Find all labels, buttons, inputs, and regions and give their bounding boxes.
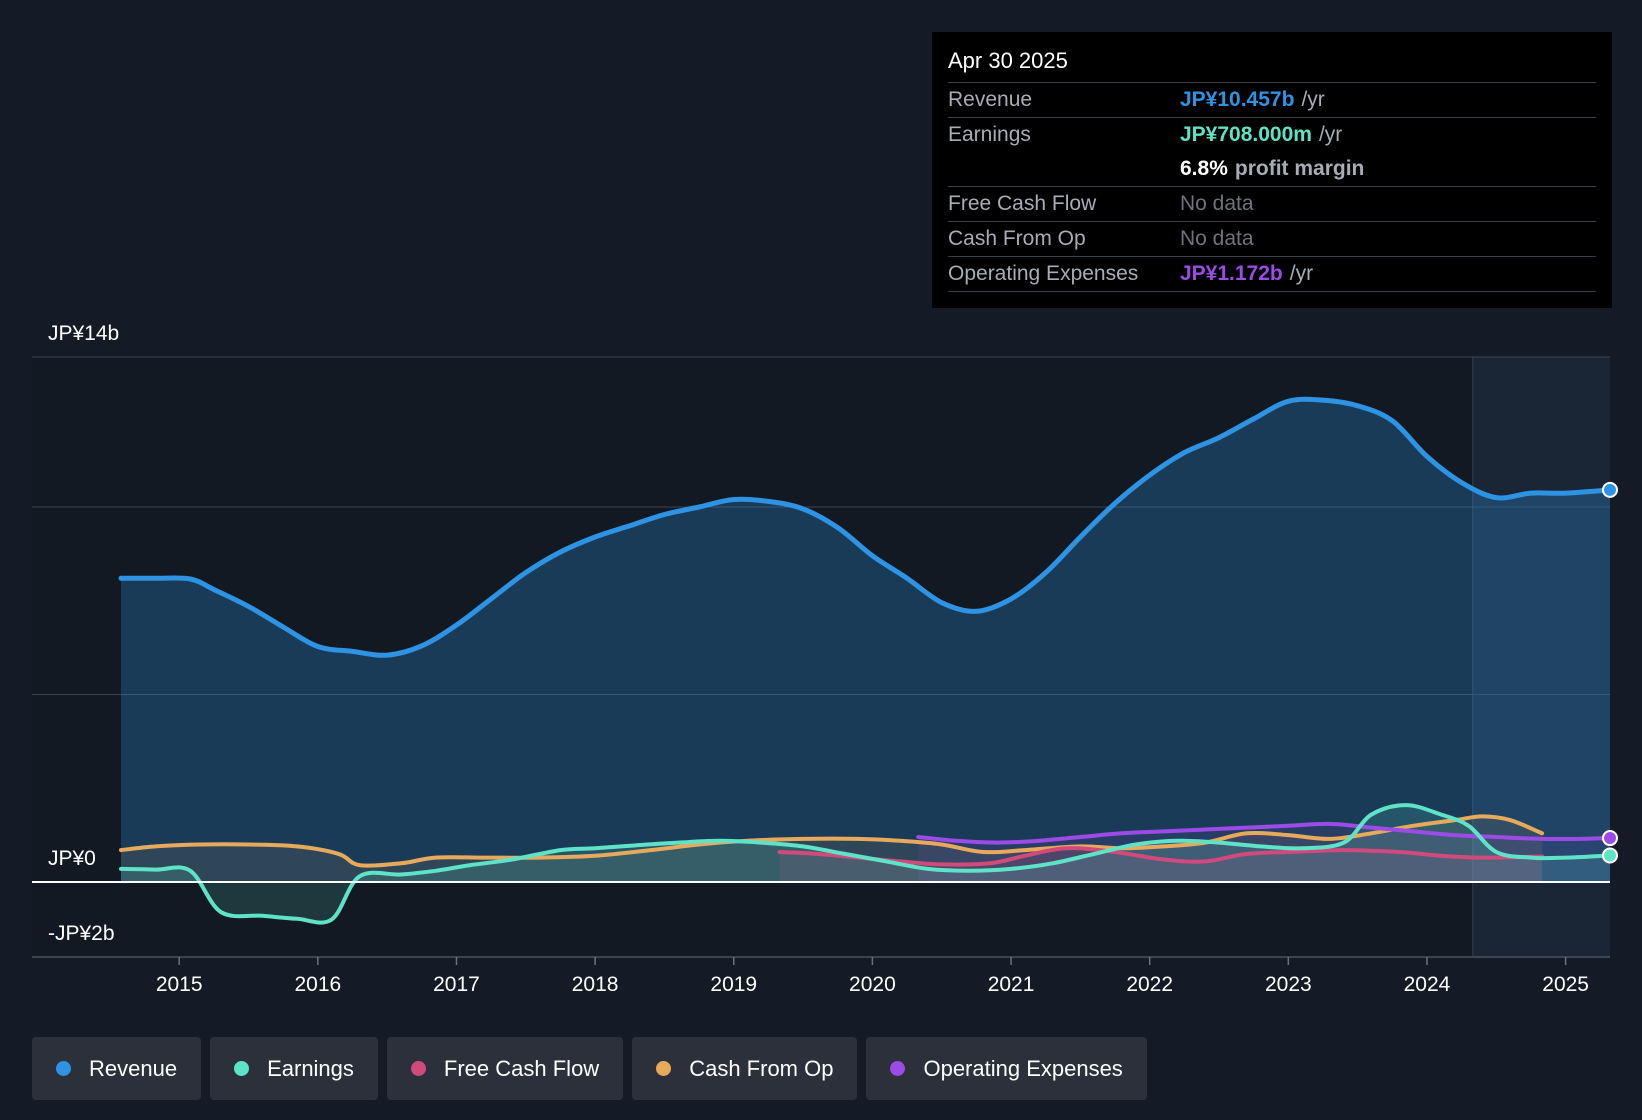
- x-tick-label: 2015: [156, 973, 203, 996]
- x-tick-label: 2020: [849, 973, 896, 996]
- tooltip-label-fcf: Free Cash Flow: [948, 192, 1097, 215]
- revenue-dot-icon: [56, 1061, 71, 1076]
- x-tick-label: 2019: [710, 973, 757, 996]
- series-lines: [118, 396, 1613, 925]
- x-tick-label: 2021: [988, 973, 1035, 996]
- opex-dot-icon: [890, 1061, 906, 1076]
- legend-label-opex: Operating Expenses: [923, 1055, 1123, 1081]
- y-tick-label-zero: JP¥0: [48, 847, 96, 870]
- chart-background: [32, 357, 1610, 957]
- tooltip-value-margin: 6.8%: [1180, 157, 1228, 180]
- tooltip-unit-opex: /yr: [1289, 262, 1314, 285]
- tooltip-panel: Apr 30 2025 Revenue JP¥10.457b /yr Earni…: [932, 32, 1612, 308]
- x-tick-label: 2025: [1542, 973, 1589, 996]
- plot-area: [32, 357, 1610, 957]
- earnings-end-point: [1602, 847, 1618, 864]
- tooltip-row-cfo: Cash From Op No data: [948, 221, 1596, 256]
- tooltip-row-opex: Operating Expenses JP¥1.172b /yr: [948, 256, 1596, 292]
- y-tick-label-top: JP¥14b: [48, 322, 119, 345]
- legend-item-opex[interactable]: Operating Expenses: [866, 1037, 1147, 1100]
- y-tick-label-bottom: -JP¥2b: [48, 922, 115, 945]
- legend-item-earnings[interactable]: Earnings: [210, 1037, 378, 1100]
- tooltip-row-margin: 6.8% profit margin: [948, 152, 1596, 186]
- opex-line: [916, 821, 1612, 845]
- earnings-area: [121, 805, 1610, 923]
- tooltip-label-revenue: Revenue: [948, 88, 1033, 111]
- x-tick-label: 2016: [294, 973, 341, 996]
- tooltip-margin-text: profit margin: [1234, 157, 1365, 180]
- x-tick-label: 2022: [1126, 973, 1173, 996]
- x-tick-label: 2017: [433, 973, 480, 996]
- legend-item-fcf[interactable]: Free Cash Flow: [386, 1037, 624, 1100]
- fcf-area: [779, 848, 1543, 882]
- tooltip-label-earnings: Earnings: [948, 123, 1031, 146]
- tooltip-value-cfo: No data: [1180, 227, 1254, 250]
- legend-label-revenue: Revenue: [89, 1055, 178, 1081]
- earnings-dot-icon: [234, 1061, 250, 1076]
- tooltip-row-revenue: Revenue JP¥10.457b /yr: [948, 82, 1596, 117]
- revenue-area: [121, 399, 1610, 882]
- tooltip-row-fcf: Free Cash Flow No data: [948, 186, 1596, 221]
- tooltip-label-cfo: Cash From Op: [948, 227, 1086, 250]
- tooltip-unit-earnings: /yr: [1318, 123, 1343, 146]
- y-axis-labels: JP¥14b JP¥0 -JP¥2b: [48, 322, 119, 945]
- tooltip-label-opex: Operating Expenses: [948, 262, 1139, 285]
- tooltip-value-opex: JP¥1.172b: [1180, 262, 1283, 285]
- gridlines: [32, 356, 1610, 695]
- revenue-end-point: [1602, 481, 1618, 498]
- fcf-line: [777, 846, 1545, 867]
- tooltip-value-fcf: No data: [1180, 192, 1254, 215]
- end-markers: [1602, 481, 1618, 864]
- cfo-dot-icon: [656, 1061, 672, 1076]
- earnings-line: [119, 803, 1612, 925]
- legend-item-cfo[interactable]: Cash From Op: [632, 1037, 858, 1100]
- legend-item-revenue[interactable]: Revenue: [32, 1037, 202, 1100]
- tooltip-value-earnings: JP¥708.000m: [1180, 123, 1312, 146]
- opex-end-point: [1602, 830, 1618, 847]
- legend-label-cfo: Cash From Op: [689, 1055, 834, 1081]
- x-tick-label: 2024: [1404, 973, 1451, 996]
- legend: Revenue Earnings Free Cash Flow Cash Fro…: [32, 1037, 1147, 1100]
- tooltip-unit-revenue: /yr: [1301, 88, 1325, 111]
- tooltip-row-earnings: Earnings JP¥708.000m /yr: [948, 117, 1596, 152]
- x-tick-label: 2023: [1265, 973, 1312, 996]
- axes: [32, 881, 1610, 958]
- fcf-dot-icon: [410, 1061, 426, 1076]
- tooltip-date: Apr 30 2025: [948, 48, 1068, 73]
- x-tick-label: 2018: [572, 973, 619, 996]
- legend-label-earnings: Earnings: [267, 1055, 354, 1081]
- legend-label-fcf: Free Cash Flow: [443, 1055, 600, 1081]
- revenue-line: [118, 396, 1613, 658]
- x-axis-labels: 2015 2016 2017 2018 2019 2020 2021 2022 2023 2024…: [156, 957, 1589, 996]
- tooltip-value-revenue: JP¥10.457b: [1180, 88, 1295, 111]
